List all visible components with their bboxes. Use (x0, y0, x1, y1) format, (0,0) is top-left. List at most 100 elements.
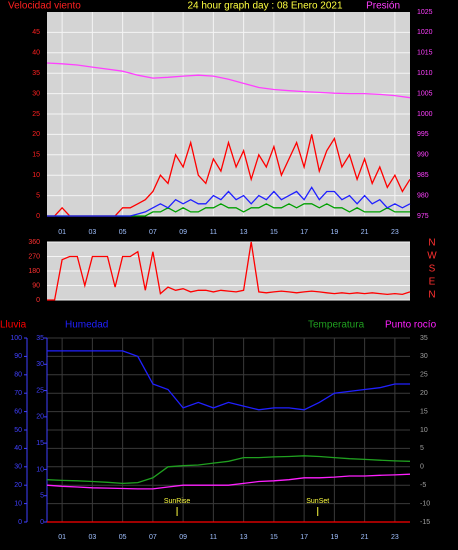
y-tick-label: -15 (420, 519, 430, 526)
y-tick-label: 70 (14, 390, 22, 397)
legend-label: Temperatura (308, 320, 365, 331)
direction-label: S (429, 264, 436, 275)
y-tick-label: 50 (14, 427, 22, 434)
y-tick-label: 30 (14, 464, 22, 471)
y-tick-label: 25 (32, 111, 40, 118)
y-tick-label: 0 (36, 213, 40, 220)
y-tick-label: 25 (36, 387, 44, 394)
y-tick-label: 20 (420, 390, 428, 397)
y-tick-label: 1015 (417, 50, 433, 57)
x-tick-label: 07 (149, 229, 157, 236)
y-tick-label: 985 (417, 172, 429, 179)
y-tick-label: 90 (32, 282, 40, 289)
y-tick-label: 10 (36, 466, 44, 473)
x-tick-label: 19 (330, 534, 338, 541)
y-tick-label: 1025 (417, 9, 433, 16)
y-tick-label: 1005 (417, 90, 433, 97)
series-line (46, 473, 411, 490)
y-tick-label: 45 (32, 29, 40, 36)
y-tick-label: 5 (36, 192, 40, 199)
y2-axis-title: Presión (366, 1, 400, 12)
y-axis-title: Velocidad viento (8, 1, 81, 12)
y-tick-label: 30 (32, 90, 40, 97)
x-tick-label: 01 (58, 229, 66, 236)
x-tick-label: 15 (270, 534, 278, 541)
x-tick-label: 05 (119, 229, 127, 236)
y-tick-label: 10 (420, 427, 428, 434)
x-tick-label: 15 (270, 229, 278, 236)
y-tick-label: 990 (417, 152, 429, 159)
y-tick-label: 100 (10, 335, 22, 342)
series-line (46, 455, 411, 485)
y-tick-label: 40 (32, 50, 40, 57)
y-tick-label: 90 (14, 353, 22, 360)
y-tick-label: 0 (420, 464, 424, 471)
y-tick-label: 40 (14, 445, 22, 452)
y-tick-label: 20 (14, 482, 22, 489)
y-tick-label: 995 (417, 131, 429, 138)
x-tick-label: 21 (361, 229, 369, 236)
y-tick-label: 15 (36, 440, 44, 447)
y-tick-label: 80 (14, 372, 22, 379)
x-tick-label: 13 (240, 534, 248, 541)
series-line (46, 62, 411, 99)
y-tick-label: 0 (18, 519, 22, 526)
y-tick-label: 20 (32, 131, 40, 138)
y-tick-label: 35 (32, 70, 40, 77)
x-tick-label: 19 (330, 229, 338, 236)
x-tick-label: 01 (58, 534, 66, 541)
y-tick-label: 10 (14, 500, 22, 507)
y-tick-label: 15 (420, 408, 428, 415)
y-tick-label: 0 (36, 297, 40, 304)
x-tick-label: 11 (210, 534, 217, 541)
x-tick-label: 09 (179, 534, 187, 541)
x-tick-label: 03 (88, 534, 96, 541)
y-tick-label: 25 (420, 372, 428, 379)
direction-label: W (427, 251, 437, 262)
direction-label: N (428, 290, 435, 301)
x-tick-label: 07 (149, 534, 157, 541)
x-tick-label: 23 (391, 229, 399, 236)
y-tick-label: 15 (32, 152, 40, 159)
y-tick-label: 360 (28, 239, 40, 246)
y-tick-label: 180 (28, 268, 40, 275)
y-tick-label: 1000 (417, 111, 433, 118)
y-tick-label: 975 (417, 213, 429, 220)
y-tick-label: 35 (420, 335, 428, 342)
x-tick-label: 21 (361, 534, 369, 541)
chart-title: 24 hour graph day : 08 Enero 2021 (187, 1, 343, 12)
x-tick-label: 17 (300, 534, 308, 541)
x-tick-label: 09 (179, 229, 187, 236)
y-tick-label: 5 (40, 493, 44, 500)
direction-label: N (428, 238, 435, 249)
y-tick-label: 60 (14, 408, 22, 415)
y-tick-label: 270 (28, 253, 40, 260)
x-tick-label: 13 (240, 229, 248, 236)
x-tick-label: 05 (119, 534, 127, 541)
annotation: SunRise (164, 498, 191, 505)
legend-label: Punto rocío (385, 320, 437, 331)
y-tick-label: 20 (36, 414, 44, 421)
y-tick-label: 1010 (417, 70, 433, 77)
y-tick-label: -10 (420, 500, 430, 507)
x-tick-label: 11 (210, 229, 217, 236)
series-line (47, 186, 411, 217)
x-tick-label: 23 (391, 534, 399, 541)
annotation: SunSet (306, 498, 329, 505)
y-tick-label: 35 (36, 335, 44, 342)
y-tick-label: 30 (420, 353, 428, 360)
x-tick-label: 03 (88, 229, 96, 236)
y-tick-label: 5 (420, 445, 424, 452)
x-tick-label: 17 (300, 229, 308, 236)
legend-label: Lluvia (0, 320, 27, 331)
y-tick-label: 10 (32, 172, 40, 179)
y-tick-label: 30 (36, 361, 44, 368)
y-tick-label: 1020 (417, 29, 433, 36)
series-line (47, 350, 410, 411)
y-tick-label: -5 (420, 482, 426, 489)
y-tick-label: 0 (40, 519, 44, 526)
series-line (47, 241, 411, 301)
legend-label: Humedad (65, 320, 108, 331)
